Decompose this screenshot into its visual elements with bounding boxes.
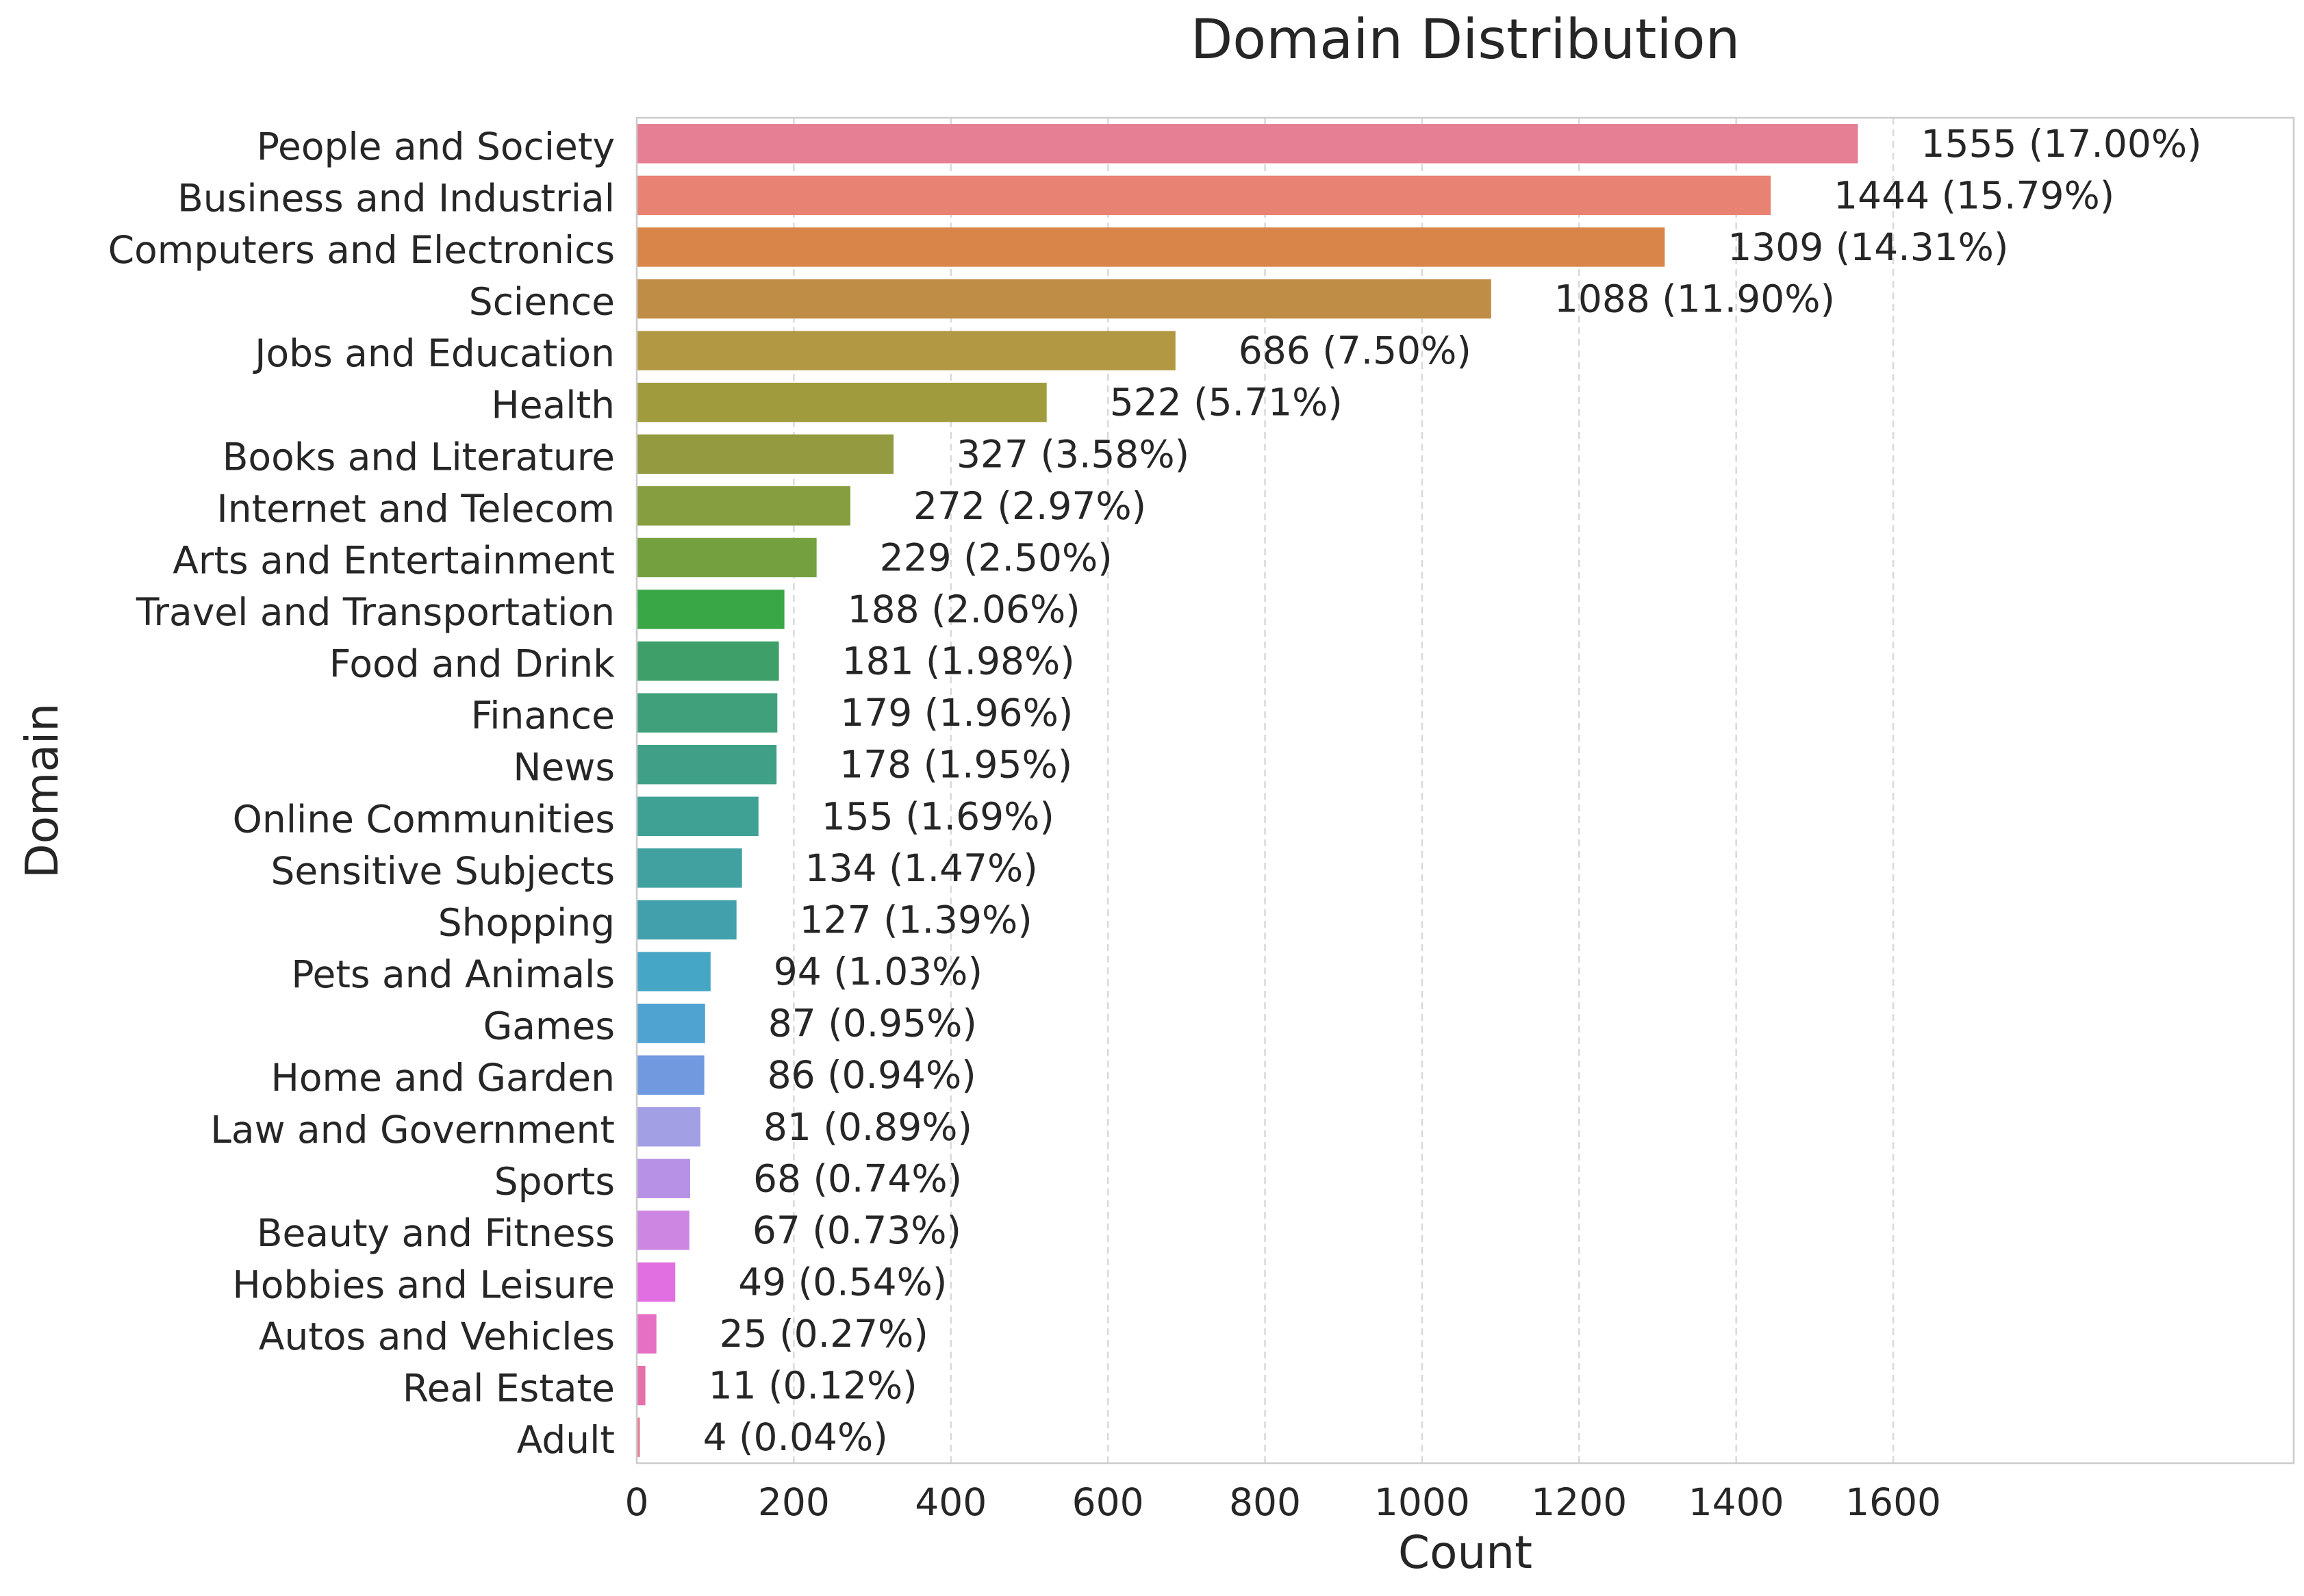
- y-tick-label: Jobs and Education: [253, 331, 615, 375]
- bar: [637, 537, 817, 578]
- bar-value-label: 86 (0.94%): [768, 1053, 976, 1097]
- y-tick-label: Beauty and Fitness: [257, 1211, 615, 1255]
- y-tick-label: Autos and Vehicles: [259, 1315, 615, 1358]
- bar: [637, 1262, 676, 1302]
- bar: [637, 796, 759, 837]
- x-tick-label: 1200: [1531, 1480, 1627, 1524]
- y-tick-label: Food and Drink: [329, 642, 615, 686]
- bar-value-label: 11 (0.12%): [709, 1364, 917, 1408]
- y-tick-label: Travel and Transportation: [136, 590, 615, 634]
- bars: [637, 124, 1858, 1457]
- bar-value-label: 134 (1.47%): [805, 846, 1038, 890]
- y-tick-label: People and Society: [257, 125, 615, 168]
- bar-value-label: 4 (0.04%): [703, 1415, 888, 1459]
- bar-value-label: 522 (5.71%): [1110, 381, 1343, 425]
- bar: [637, 590, 785, 629]
- x-tick-label: 1600: [1845, 1480, 1941, 1524]
- bar-value-label: 188 (2.06%): [848, 587, 1080, 631]
- y-tick-label: Pets and Animals: [291, 952, 615, 996]
- y-tick-label: Hobbies and Leisure: [232, 1263, 615, 1306]
- bar-value-label: 1088 (11.90%): [1554, 277, 1835, 321]
- bar: [637, 227, 1665, 267]
- bar-value-label: 81 (0.89%): [763, 1105, 972, 1149]
- y-axis-label: Domain: [16, 703, 68, 878]
- bar-value-label: 68 (0.74%): [753, 1156, 962, 1200]
- bar-value-label: 272 (2.97%): [913, 484, 1146, 528]
- bar: [637, 1003, 705, 1043]
- chart-title: Domain Distribution: [1191, 8, 1740, 71]
- bar-value-label: 67 (0.73%): [752, 1208, 961, 1252]
- bar-value-label: 1309 (14.31%): [1727, 225, 2008, 269]
- bar-value-label: 1444 (15.79%): [1834, 173, 2114, 217]
- bar: [637, 1365, 646, 1406]
- bar: [637, 693, 778, 733]
- bar: [637, 124, 1858, 164]
- bar-value-label: 49 (0.54%): [738, 1260, 947, 1304]
- bar-value-label: 179 (1.96%): [840, 691, 1073, 735]
- bar-value-label: 25 (0.27%): [720, 1312, 928, 1356]
- bar: [637, 434, 894, 474]
- y-tick-label: News: [513, 746, 615, 789]
- y-tick-label: Real Estate: [403, 1367, 615, 1410]
- x-tick-label: 0: [625, 1480, 649, 1524]
- bar: [637, 1417, 640, 1457]
- bar: [637, 1211, 689, 1250]
- bar: [637, 848, 742, 888]
- y-tick-label: Internet and Telecom: [216, 487, 615, 531]
- y-tick-label: Adult: [517, 1418, 615, 1462]
- bar-value-label: 1555 (17.00%): [1921, 122, 2201, 166]
- bar-value-label: 181 (1.98%): [842, 639, 1075, 683]
- x-tick-labels: 0 200 400 600 800 1000 1200 1400 1600: [625, 1480, 1942, 1524]
- bar: [637, 1314, 657, 1354]
- bar: [637, 175, 1771, 216]
- bar-value-label: 178 (1.95%): [839, 743, 1072, 787]
- y-tick-label: Computers and Electronics: [108, 228, 615, 272]
- y-tick-label: Sensitive Subjects: [270, 849, 615, 893]
- bar: [637, 382, 1047, 422]
- x-axis-label: Count: [1398, 1526, 1532, 1579]
- x-tick-label: 1000: [1374, 1480, 1470, 1524]
- plot-frame: [635, 116, 2295, 1465]
- y-tick-label: Finance: [471, 694, 615, 737]
- y-tick-label: Home and Garden: [271, 1056, 615, 1100]
- x-tick-label: 400: [915, 1480, 987, 1524]
- x-tick-label: 600: [1072, 1480, 1144, 1524]
- y-tick-label: Science: [469, 280, 615, 324]
- x-tick-label: 200: [758, 1480, 830, 1524]
- x-tick-label: 800: [1229, 1480, 1301, 1524]
- y-tick-label: Law and Government: [210, 1108, 615, 1152]
- bar: [637, 1107, 700, 1147]
- y-tick-label: Books and Literature: [223, 435, 615, 479]
- y-tick-labels: People and Society Business and Industria…: [108, 125, 615, 1462]
- y-tick-label: Online Communities: [233, 797, 615, 841]
- bar: [637, 279, 1491, 319]
- x-tick-label: 1400: [1688, 1480, 1784, 1524]
- bar: [637, 641, 779, 681]
- bar: [637, 1055, 705, 1095]
- y-tick-label: Sports: [494, 1159, 615, 1203]
- y-tick-label: Business and Industrial: [177, 176, 615, 220]
- bar: [637, 331, 1176, 370]
- bar-value-label: 155 (1.69%): [822, 794, 1054, 838]
- bar-value-label: 127 (1.39%): [800, 898, 1033, 941]
- bar: [637, 1158, 690, 1199]
- bar-value-label: 327 (3.58%): [957, 432, 1189, 476]
- bar-value-label: 229 (2.50%): [880, 535, 1113, 579]
- y-tick-label: Health: [491, 383, 615, 427]
- y-tick-label: Shopping: [438, 900, 615, 944]
- bar: [637, 952, 711, 991]
- bar: [637, 900, 737, 940]
- y-tick-label: Arts and Entertainment: [173, 538, 615, 582]
- data-labels: 1555 (17.00%) 1444 (15.79%) 1309 (14.31%) 1…: [703, 122, 2202, 1459]
- bar-value-label: 94 (1.03%): [774, 950, 983, 993]
- bar-value-label: 87 (0.95%): [768, 1002, 977, 1046]
- bar: [637, 744, 777, 785]
- y-tick-label: Games: [483, 1004, 615, 1048]
- bar-value-label: 686 (7.50%): [1239, 329, 1471, 372]
- bar: [637, 486, 850, 526]
